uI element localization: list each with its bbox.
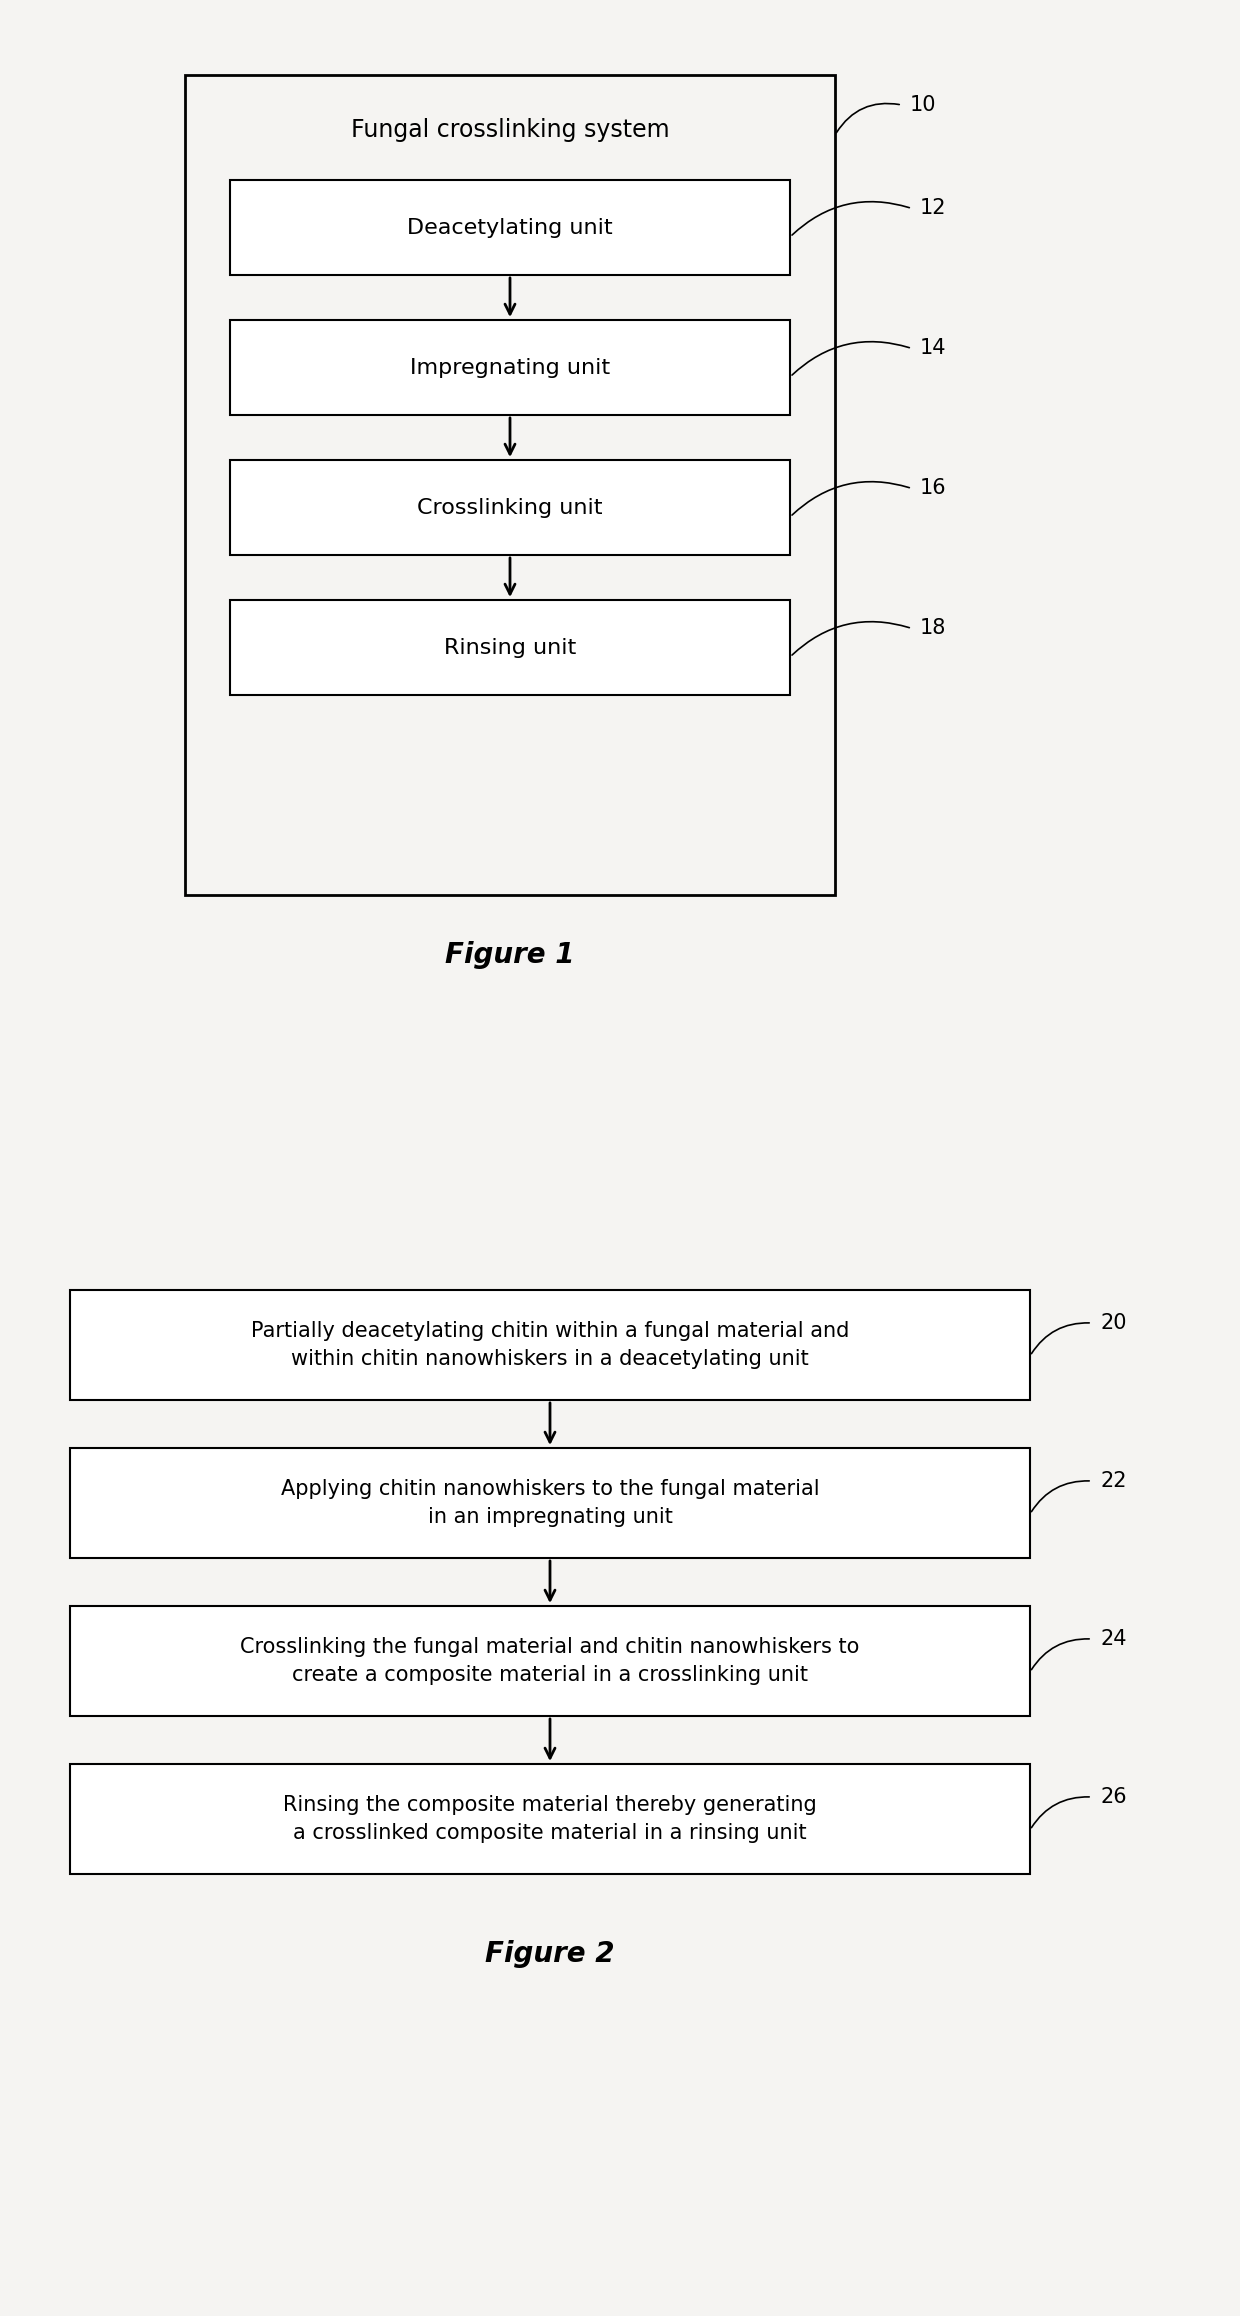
Text: 12: 12 xyxy=(920,199,946,218)
Text: Deacetylating unit: Deacetylating unit xyxy=(407,218,613,239)
FancyBboxPatch shape xyxy=(229,320,790,415)
Text: 18: 18 xyxy=(920,618,946,639)
Text: 26: 26 xyxy=(1100,1788,1127,1806)
Text: Crosslinking the fungal material and chitin nanowhiskers to
create a composite m: Crosslinking the fungal material and chi… xyxy=(241,1637,859,1684)
FancyBboxPatch shape xyxy=(229,461,790,556)
Text: Rinsing unit: Rinsing unit xyxy=(444,637,577,658)
Text: 10: 10 xyxy=(910,95,936,116)
FancyBboxPatch shape xyxy=(229,181,790,276)
Text: Fungal crosslinking system: Fungal crosslinking system xyxy=(351,118,670,141)
FancyBboxPatch shape xyxy=(69,1765,1030,1874)
Text: 16: 16 xyxy=(920,479,946,498)
Text: 14: 14 xyxy=(920,338,946,359)
Text: Crosslinking unit: Crosslinking unit xyxy=(417,498,603,516)
FancyBboxPatch shape xyxy=(69,1448,1030,1559)
FancyBboxPatch shape xyxy=(229,600,790,695)
Text: Applying chitin nanowhiskers to the fungal material
in an impregnating unit: Applying chitin nanowhiskers to the fung… xyxy=(280,1480,820,1526)
Text: 24: 24 xyxy=(1100,1628,1126,1649)
FancyBboxPatch shape xyxy=(69,1290,1030,1399)
Text: 20: 20 xyxy=(1100,1313,1126,1334)
Text: Rinsing the composite material thereby generating
a crosslinked composite materi: Rinsing the composite material thereby g… xyxy=(283,1795,817,1844)
Text: 22: 22 xyxy=(1100,1471,1126,1492)
Text: Impregnating unit: Impregnating unit xyxy=(410,357,610,378)
FancyBboxPatch shape xyxy=(185,74,835,894)
Text: Figure 2: Figure 2 xyxy=(485,1941,615,1969)
FancyBboxPatch shape xyxy=(69,1605,1030,1716)
Text: Partially deacetylating chitin within a fungal material and
within chitin nanowh: Partially deacetylating chitin within a … xyxy=(250,1322,849,1369)
Text: Figure 1: Figure 1 xyxy=(445,940,575,968)
